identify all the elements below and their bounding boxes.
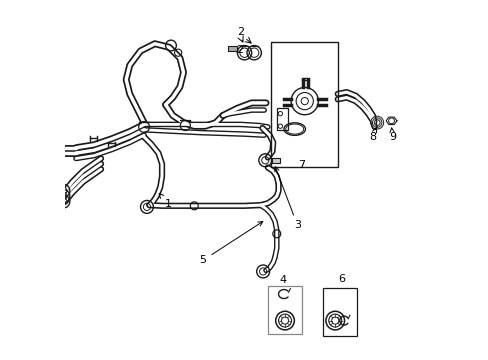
Bar bbox=[267, 286, 301, 334]
Bar bbox=[271, 42, 337, 167]
Text: 7: 7 bbox=[298, 160, 305, 170]
Text: 1: 1 bbox=[159, 194, 172, 209]
Bar bbox=[227, 46, 237, 51]
Text: 6: 6 bbox=[337, 274, 344, 284]
Text: 2: 2 bbox=[236, 45, 243, 55]
Text: 2: 2 bbox=[236, 27, 243, 37]
Bar bbox=[323, 288, 357, 336]
Text: 3: 3 bbox=[274, 167, 301, 230]
Bar bbox=[272, 158, 279, 163]
Text: 8: 8 bbox=[368, 128, 376, 142]
Text: 4: 4 bbox=[279, 275, 286, 285]
Text: 5: 5 bbox=[199, 221, 262, 265]
Text: 9: 9 bbox=[388, 128, 395, 142]
Bar bbox=[276, 108, 287, 130]
